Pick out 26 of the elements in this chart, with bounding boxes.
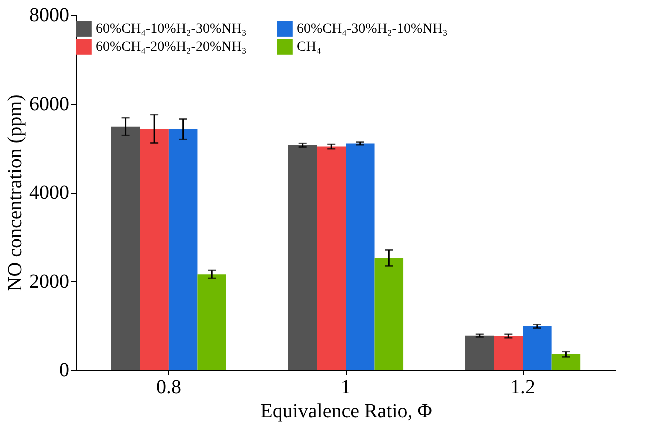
- bar: [111, 126, 140, 370]
- legend-label: 60%CH₄-20%H₂-20%NH₃: [96, 40, 247, 55]
- bar: [523, 326, 552, 370]
- bar: [494, 336, 524, 370]
- y-tick-label: 0: [60, 360, 70, 382]
- y-tick-label: 8000: [30, 4, 70, 26]
- x-tick-label: 0.8: [156, 376, 182, 398]
- bar: [198, 274, 226, 370]
- bar: [288, 145, 318, 370]
- y-axis-title: NO concentration (ppm): [4, 94, 26, 292]
- y-tick-label: 2000: [30, 270, 70, 293]
- bar: [317, 146, 346, 370]
- bar: [374, 258, 404, 370]
- bar: [140, 129, 169, 370]
- bar: [466, 336, 494, 370]
- bar: [346, 144, 375, 370]
- legend-label: 60%CH₄-30%H₂-10%NH₃: [297, 22, 448, 38]
- legend-label: CH₄: [297, 40, 322, 55]
- bar: [552, 354, 581, 370]
- bar: [168, 129, 198, 370]
- legend-label: 60%CH₄-10%H₂-30%NH₃: [96, 22, 247, 38]
- x-tick-label: 1: [341, 376, 351, 398]
- y-tick-label: 4000: [30, 182, 70, 204]
- x-axis-title: Equivalence Ratio, Φ: [260, 400, 433, 422]
- y-tick-label: 6000: [30, 93, 70, 116]
- x-tick-label: 1.2: [510, 376, 536, 398]
